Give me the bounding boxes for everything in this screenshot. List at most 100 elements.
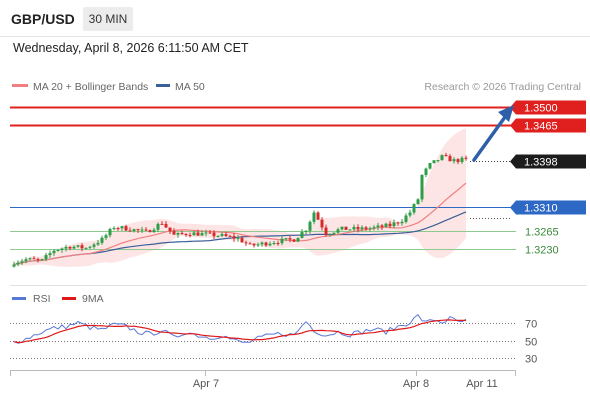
candle	[204, 229, 208, 237]
candle	[196, 229, 200, 237]
candle-body	[432, 160, 436, 164]
ma20-legend-label: MA 20 + Bollinger Bands	[33, 81, 148, 93]
candle-body	[284, 238, 288, 240]
forecast-arrow-head	[498, 105, 514, 122]
level-label: 1.3310	[524, 203, 558, 215]
candle-body	[36, 259, 40, 261]
candle-body	[360, 227, 364, 230]
candle-body	[240, 237, 244, 243]
candle	[172, 228, 176, 235]
candle-body	[140, 229, 144, 231]
candle-body	[464, 157, 468, 159]
candle-body	[268, 243, 272, 246]
candle	[132, 228, 136, 233]
candle	[296, 237, 300, 242]
rsi-level-label: 50	[525, 337, 537, 349]
candle-body	[88, 246, 92, 248]
candle-body	[220, 234, 224, 236]
candle	[12, 261, 16, 268]
candle-body	[224, 234, 228, 236]
candle	[36, 257, 40, 263]
candle	[116, 226, 120, 231]
candle-body	[252, 243, 256, 246]
candle-body	[184, 233, 188, 236]
candle	[456, 158, 460, 165]
x-tick-label: Apr 7	[193, 378, 219, 390]
candle-body	[364, 227, 368, 230]
candle-body	[260, 242, 264, 245]
candle-body	[228, 235, 232, 237]
candle-body	[148, 230, 152, 233]
candle	[452, 157, 456, 164]
candle	[400, 219, 404, 226]
candle	[448, 154, 452, 162]
timeframe-button[interactable]: 30 MIN	[83, 7, 133, 31]
candle-body	[32, 258, 36, 260]
candle	[292, 239, 296, 242]
candle	[52, 249, 56, 256]
candle-body	[404, 215, 408, 222]
candle-body	[276, 243, 280, 245]
candle	[308, 220, 312, 234]
candle	[232, 232, 236, 242]
candle-body	[64, 247, 68, 249]
candle	[108, 227, 112, 238]
candle-body	[100, 237, 104, 243]
rsi-swatch	[12, 297, 26, 300]
candle-body	[204, 232, 208, 234]
candle	[100, 235, 104, 245]
level-tag	[516, 200, 586, 215]
candle-body	[440, 155, 444, 161]
candle	[432, 160, 436, 164]
candle-body	[212, 232, 216, 237]
candle	[344, 226, 348, 230]
candle	[208, 230, 212, 234]
candle	[212, 230, 216, 240]
ma20-swatch	[12, 84, 28, 87]
candle	[284, 238, 288, 242]
candle-body	[396, 222, 400, 224]
level-label: 1.3265	[525, 227, 559, 239]
candle-body	[72, 246, 76, 249]
candle-body	[400, 221, 404, 224]
candle	[268, 241, 272, 247]
candle	[60, 247, 64, 253]
candle	[228, 234, 232, 237]
candle	[168, 227, 172, 235]
candle	[220, 232, 224, 238]
candle-body	[116, 228, 120, 230]
candle	[28, 257, 32, 261]
candle-body	[372, 227, 376, 229]
candle	[48, 250, 52, 258]
candle-body	[192, 232, 196, 236]
candle-body	[460, 157, 464, 163]
candle-body	[416, 199, 420, 205]
candle	[260, 241, 264, 247]
candle	[64, 244, 68, 252]
candle-body	[40, 259, 44, 261]
candle-body	[176, 232, 180, 235]
candle	[96, 240, 100, 246]
candle	[440, 154, 444, 161]
candle-body	[444, 155, 448, 157]
candle-body	[132, 229, 136, 232]
candle-body	[308, 221, 312, 231]
candle-body	[44, 255, 48, 260]
candle	[80, 243, 84, 252]
candle-body	[340, 226, 344, 230]
candle	[384, 222, 388, 228]
candle	[160, 221, 164, 225]
candle	[32, 256, 36, 260]
level-tag	[516, 154, 586, 169]
candle	[140, 226, 144, 233]
candle	[128, 227, 132, 232]
candle	[152, 227, 156, 233]
candle	[300, 229, 304, 239]
candle	[76, 245, 80, 248]
candle-body	[300, 232, 304, 238]
candle-body	[20, 261, 24, 263]
candle-body	[336, 229, 340, 233]
level-tag	[516, 118, 586, 133]
candle-body	[292, 239, 296, 242]
